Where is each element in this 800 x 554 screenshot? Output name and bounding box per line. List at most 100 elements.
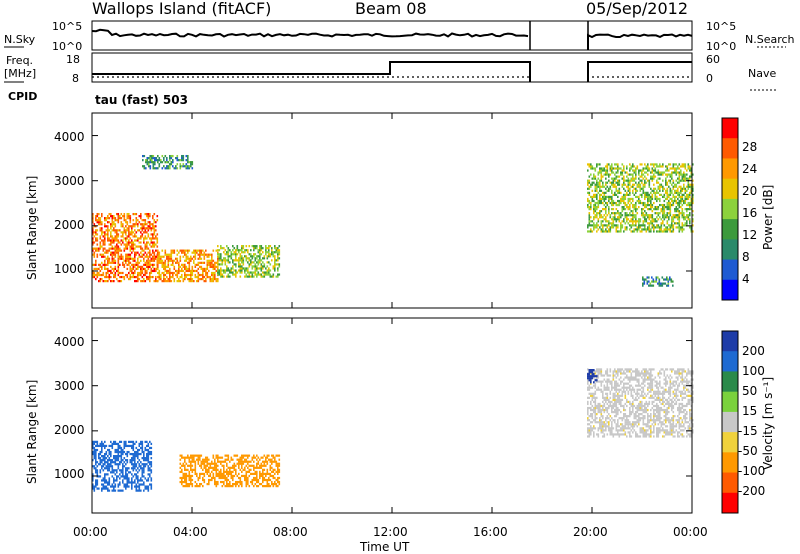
scatter-cell <box>182 249 185 252</box>
scatter-cell <box>236 253 239 256</box>
scatter-cell <box>617 230 619 233</box>
scatter-cell <box>650 378 652 381</box>
scatter-cell <box>632 222 634 225</box>
scatter-cell <box>164 154 167 158</box>
scatter-cell <box>152 269 154 273</box>
scatter-cell <box>163 275 165 279</box>
scatter-cell <box>260 275 263 278</box>
scatter-cell <box>150 227 153 230</box>
scatter-cell <box>587 406 589 410</box>
scatter-cell <box>238 458 240 461</box>
scatter-cell <box>105 249 108 252</box>
scatter-cell <box>665 205 667 209</box>
scatter-cell <box>645 394 648 397</box>
scatter-cell <box>684 167 687 170</box>
scatter-cell <box>668 173 670 176</box>
scatter-cell <box>624 392 627 395</box>
scatter-cell <box>262 476 264 480</box>
scatter-cell <box>179 249 182 252</box>
scatter-cell <box>95 215 97 218</box>
scatter-cell <box>155 225 157 228</box>
scatter-cell <box>618 425 621 428</box>
scatter-cell <box>129 257 132 260</box>
scatter-cell <box>111 239 114 242</box>
scatter-cell <box>111 257 114 260</box>
scatter-cell <box>692 185 694 188</box>
scatter-cell <box>644 406 646 410</box>
scatter-cell <box>128 259 130 262</box>
scatter-cell <box>181 275 183 279</box>
scatter-cell <box>117 249 120 252</box>
scatter-cell <box>617 224 619 227</box>
scatter-cell <box>126 227 129 230</box>
scatter-cell <box>163 267 165 271</box>
scatter-cell <box>587 410 589 414</box>
scatter-cell <box>591 199 594 203</box>
scatter-cell <box>651 205 654 209</box>
scatter-cell <box>215 280 218 283</box>
scatter-cell <box>126 467 129 470</box>
scatter-cell <box>587 183 589 186</box>
scatter-cell <box>587 396 589 399</box>
scatter-cell <box>182 157 185 160</box>
scatter-cell <box>609 429 612 432</box>
scatter-cell <box>275 263 278 266</box>
scatter-cell <box>590 421 592 424</box>
scatter-cell <box>605 216 607 219</box>
scatter-cell <box>662 205 664 209</box>
scatter-cell <box>223 460 225 463</box>
scatter-cell <box>647 222 649 225</box>
scatter-cell <box>686 220 688 223</box>
scatter-cell <box>163 263 165 266</box>
scatter-cell <box>119 217 121 220</box>
scatter-cell <box>659 177 661 180</box>
scatter-cell <box>188 474 191 478</box>
scatter-cell <box>588 179 591 182</box>
scatter-cell <box>187 267 189 271</box>
scatter-cell <box>104 463 106 466</box>
scatter-cell <box>141 235 144 238</box>
scatter-cell <box>129 461 132 464</box>
scatter-cell <box>597 406 600 410</box>
scatter-cell <box>132 481 135 484</box>
scatter-cell <box>629 408 631 412</box>
scatter-cell <box>208 458 210 461</box>
scatter-cell <box>172 165 174 168</box>
scatter-cell <box>107 221 109 224</box>
scatter-cell <box>600 415 603 418</box>
scatter-cell <box>185 480 188 484</box>
scatter-cell <box>600 230 603 233</box>
scatter-cell <box>253 271 255 274</box>
scatter-cell <box>274 255 276 258</box>
scatter-cell <box>108 257 111 260</box>
scatter-cell <box>617 191 619 194</box>
scatter-cell <box>268 482 270 486</box>
scatter-cell <box>681 224 684 227</box>
scatter-cell <box>254 273 257 276</box>
scatter-cell <box>265 245 267 248</box>
scatter-cell <box>599 187 601 190</box>
scatter-cell <box>164 277 167 281</box>
scatter-cell <box>268 247 270 250</box>
scatter-cell <box>684 222 687 225</box>
scatter-cell <box>209 464 212 467</box>
scatter-cell <box>671 220 673 223</box>
scatter-cell <box>96 239 99 242</box>
scatter-cell <box>653 228 655 231</box>
scatter-cell <box>599 201 601 205</box>
scatter-cell <box>650 203 652 207</box>
scatter-cell <box>268 271 270 274</box>
scatter-cell <box>167 257 170 260</box>
scatter-cell <box>181 476 183 480</box>
scatter-cell <box>647 199 649 203</box>
scatter-cell <box>193 280 195 283</box>
scatter-cell <box>641 429 643 432</box>
scatter-cell <box>630 214 633 217</box>
scatter-cell <box>102 442 105 446</box>
scatter-cell <box>120 461 123 464</box>
scatter-cell <box>104 477 106 480</box>
scatter-cell <box>218 273 221 276</box>
scatter-cell <box>668 199 670 203</box>
scatter-cell <box>642 410 645 414</box>
